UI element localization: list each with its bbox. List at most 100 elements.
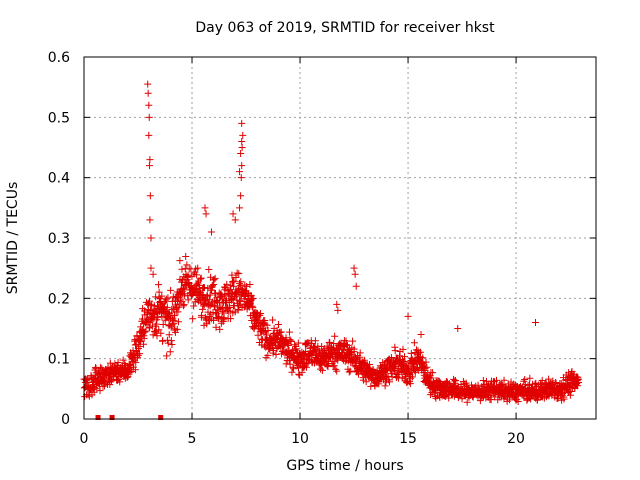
data-point	[176, 257, 184, 265]
data-point	[176, 296, 184, 304]
data-point	[170, 312, 178, 320]
data-point	[212, 323, 220, 331]
data-point	[136, 350, 144, 358]
zero-value-marker	[158, 415, 164, 420]
data-point	[532, 318, 540, 326]
data-point	[393, 371, 401, 379]
data-point	[198, 311, 206, 319]
data-point	[352, 282, 360, 290]
data-point	[132, 340, 140, 348]
data-point	[569, 372, 577, 380]
data-point	[152, 293, 160, 301]
data-point	[201, 204, 209, 212]
data-point	[119, 356, 127, 364]
data-point	[146, 156, 154, 164]
data-point	[421, 364, 429, 372]
data-point	[574, 382, 582, 390]
data-point	[383, 366, 391, 374]
data-point	[339, 346, 347, 354]
data-point	[180, 301, 188, 309]
data-point	[174, 308, 182, 316]
data-point	[292, 345, 300, 353]
data-point	[145, 101, 153, 109]
data-point	[168, 340, 176, 348]
data-point	[166, 348, 174, 356]
data-point	[150, 302, 158, 310]
data-point	[238, 162, 246, 170]
data-point	[330, 362, 338, 370]
data-point	[538, 376, 546, 384]
data-point	[144, 89, 152, 97]
data-point	[210, 276, 218, 284]
data-point	[404, 312, 412, 320]
data-point	[211, 289, 219, 297]
data-point	[114, 359, 122, 367]
data-point	[346, 367, 354, 375]
data-point	[206, 291, 214, 299]
y-tick-label: 0.4	[48, 171, 70, 187]
x-tick-label: 0	[80, 431, 89, 447]
data-point	[435, 377, 443, 385]
data-point	[333, 367, 341, 375]
data-point	[410, 339, 418, 347]
data-point	[454, 325, 462, 332]
y-tick-label: 0.6	[48, 50, 70, 66]
data-point	[116, 378, 124, 386]
data-point	[204, 284, 212, 292]
data-point	[155, 281, 163, 289]
data-point	[521, 376, 529, 384]
data-point	[356, 353, 364, 361]
data-point	[237, 174, 245, 182]
data-point	[106, 381, 114, 389]
data-point	[128, 367, 136, 375]
data-point	[226, 304, 234, 312]
data-point	[212, 297, 220, 305]
data-point	[391, 363, 399, 371]
data-point	[182, 252, 190, 260]
data-point	[264, 326, 272, 334]
data-point	[167, 337, 175, 345]
data-point	[254, 331, 262, 339]
y-tick-label: 0.2	[48, 291, 70, 307]
data-point	[276, 329, 284, 337]
y-tick-label: 0	[61, 412, 70, 428]
y-tick-label: 0.5	[48, 110, 70, 126]
data-point	[184, 272, 192, 280]
y-tick-labels: 0 0.1 0.2 0.3 0.4 0.5 0.6	[48, 50, 70, 428]
data-point	[221, 284, 229, 292]
data-point	[216, 325, 224, 333]
data-point	[142, 327, 150, 335]
data-point	[294, 339, 302, 347]
data-point	[152, 320, 160, 328]
data-point	[290, 365, 298, 373]
y-tick-label: 0.3	[48, 231, 70, 247]
data-point	[375, 380, 383, 388]
data-point	[237, 150, 245, 158]
data-point	[423, 363, 431, 371]
data-point	[333, 300, 341, 308]
data-point	[183, 261, 191, 269]
data-point	[226, 286, 234, 294]
data-point	[145, 162, 153, 170]
data-point	[144, 80, 152, 88]
data-point	[205, 265, 213, 273]
data-point	[231, 216, 239, 224]
data-point	[131, 341, 139, 349]
data-point	[163, 352, 171, 360]
data-point	[356, 349, 364, 357]
data-point	[545, 375, 553, 383]
data-point	[153, 332, 161, 340]
data-point	[409, 373, 417, 381]
data-point	[184, 296, 192, 304]
data-point	[388, 373, 396, 381]
data-point	[463, 398, 471, 406]
data-point	[567, 387, 575, 395]
data-point	[249, 303, 257, 311]
data-point	[391, 347, 399, 355]
data-point	[429, 369, 437, 377]
data-point	[266, 345, 274, 353]
data-point	[193, 271, 201, 279]
data-point	[236, 204, 244, 212]
data-point	[140, 334, 148, 342]
data-point	[422, 358, 430, 366]
